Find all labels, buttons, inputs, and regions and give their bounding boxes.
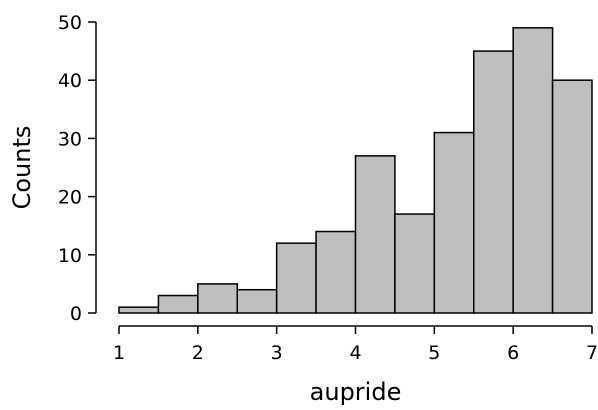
histogram-bar xyxy=(315,230,357,314)
x-tick-label: 3 xyxy=(271,342,283,364)
y-axis-title: Counts xyxy=(8,126,36,210)
histogram-bar xyxy=(354,155,396,314)
y-ticks-group: 0 10 20 30 40 50 xyxy=(58,12,96,325)
x-ticks-group: 1 2 3 4 5 6 7 xyxy=(113,326,598,364)
x-axis-title: aupride xyxy=(310,378,402,406)
histogram-bar xyxy=(394,213,436,314)
x-tick-label: 4 xyxy=(349,342,361,364)
y-tick-label: 0 xyxy=(70,303,82,325)
x-tick-label: 7 xyxy=(586,342,598,364)
y-tick-label: 10 xyxy=(58,245,82,267)
histogram-bar xyxy=(512,27,554,314)
x-tick-label: 1 xyxy=(113,342,125,364)
x-tick-label: 2 xyxy=(192,342,204,364)
histogram-bar xyxy=(473,50,514,314)
y-tick-label: 40 xyxy=(58,70,82,92)
y-tick-label: 20 xyxy=(58,187,82,209)
y-tick-label: 30 xyxy=(58,128,82,150)
x-tick-label: 5 xyxy=(428,342,440,364)
histogram-bar xyxy=(551,79,593,314)
histogram-bar xyxy=(118,306,160,314)
y-tick-label: 50 xyxy=(58,12,82,34)
histogram-bar xyxy=(157,294,199,314)
histogram-bar xyxy=(433,131,475,314)
bars-group xyxy=(118,27,593,314)
x-tick-label: 6 xyxy=(507,342,519,364)
histogram-bar xyxy=(236,288,278,314)
histogram-bar xyxy=(197,283,238,314)
histogram-bar xyxy=(275,242,317,314)
